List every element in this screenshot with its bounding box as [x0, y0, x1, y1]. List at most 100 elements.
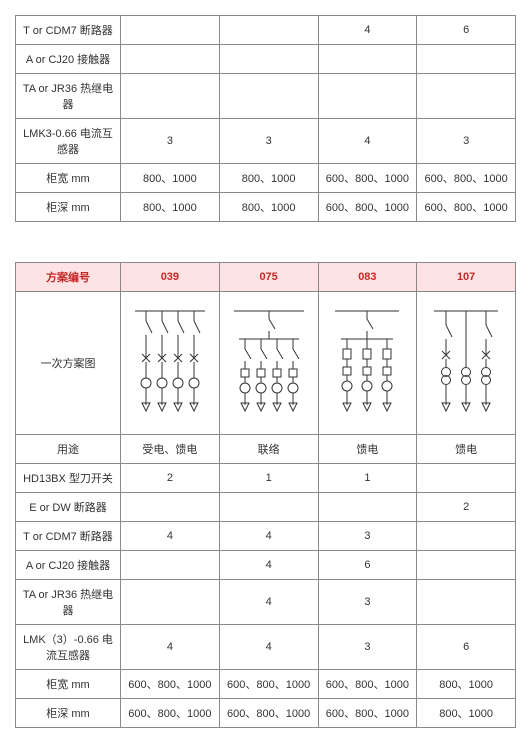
spec-table-1: T or CDM7 断路器46A or CJ20 接触器TA or JR36 热…	[15, 15, 516, 222]
cell: 800、1000	[219, 164, 318, 193]
cell	[121, 493, 220, 522]
cell	[219, 493, 318, 522]
scheme-num: 039	[121, 263, 220, 292]
row-label: T or CDM7 断路器	[16, 16, 121, 45]
row-label: HD13BX 型刀开关	[16, 464, 121, 493]
cell: 1	[318, 464, 417, 493]
cell	[219, 45, 318, 74]
cell: 4	[318, 119, 417, 164]
cell: 600、800、1000	[219, 699, 318, 728]
scheme-header-label: 方案编号	[16, 263, 121, 292]
row-label: TA or JR36 热继电器	[16, 580, 121, 625]
cell	[318, 45, 417, 74]
table-row: TA or JR36 热继电器43	[16, 580, 516, 625]
table-row: A or CJ20 接触器46	[16, 551, 516, 580]
diagram-075	[219, 292, 318, 435]
table-row: LMK3-0.66 电流互感器3343	[16, 119, 516, 164]
diagram-083	[318, 292, 417, 435]
cell: 6	[417, 16, 516, 45]
table-row: A or CJ20 接触器	[16, 45, 516, 74]
cell: 馈电	[417, 435, 516, 464]
cell	[219, 16, 318, 45]
scheme-num: 083	[318, 263, 417, 292]
cell: 受电、馈电	[121, 435, 220, 464]
cell: 馈电	[318, 435, 417, 464]
table-row: LMK（3）-0.66 电流互感器4436	[16, 625, 516, 670]
row-label: 柜深 mm	[16, 699, 121, 728]
cell: 4	[219, 522, 318, 551]
row-label: E or DW 断路器	[16, 493, 121, 522]
cell	[121, 580, 220, 625]
table-row: T or CDM7 断路器 46	[16, 16, 516, 45]
cell: 800、1000	[417, 699, 516, 728]
cell	[121, 45, 220, 74]
circuit-diagram-icon	[229, 303, 309, 423]
circuit-diagram-icon	[130, 303, 210, 423]
cell	[417, 522, 516, 551]
diagram-107	[417, 292, 516, 435]
circuit-diagram-icon	[327, 303, 407, 423]
cell: 600、800、1000	[121, 699, 220, 728]
row-label: 用途	[16, 435, 121, 464]
cell	[417, 551, 516, 580]
scheme-num: 107	[417, 263, 516, 292]
cell: 800、1000	[417, 670, 516, 699]
cell: 600、800、1000	[318, 699, 417, 728]
cell	[121, 16, 220, 45]
cell: 800、1000	[121, 193, 220, 222]
cell: 4	[219, 625, 318, 670]
cell: 4	[121, 625, 220, 670]
table-row: 用途受电、馈电联络馈电馈电	[16, 435, 516, 464]
cell: 联络	[219, 435, 318, 464]
scheme-num: 075	[219, 263, 318, 292]
cell: 4	[318, 16, 417, 45]
cell: 3	[318, 522, 417, 551]
cell	[318, 493, 417, 522]
table-row: 柜宽 mm800、1000800、1000600、800、1000600、800…	[16, 164, 516, 193]
cell	[219, 74, 318, 119]
cell: 6	[318, 551, 417, 580]
table-row: TA or JR36 热继电器	[16, 74, 516, 119]
cell: 600、800、1000	[318, 670, 417, 699]
cell	[121, 74, 220, 119]
row-label: A or CJ20 接触器	[16, 551, 121, 580]
cell: 800、1000	[121, 164, 220, 193]
row-label: LMK（3）-0.66 电流互感器	[16, 625, 121, 670]
row-label: A or CJ20 接触器	[16, 45, 121, 74]
diagram-039	[121, 292, 220, 435]
table-row: 柜深 mm600、800、1000600、800、1000600、800、100…	[16, 699, 516, 728]
row-label: 柜宽 mm	[16, 164, 121, 193]
cell: 600、800、1000	[121, 670, 220, 699]
diagram-row-label: 一次方案图	[16, 292, 121, 435]
spec-table-2: 方案编号 039 075 083 107 一次方案图	[15, 262, 516, 728]
cell	[417, 580, 516, 625]
cell: 3	[318, 580, 417, 625]
cell: 1	[219, 464, 318, 493]
cell: 600、800、1000	[318, 193, 417, 222]
cell: 800、1000	[219, 193, 318, 222]
cell	[417, 74, 516, 119]
cell	[121, 551, 220, 580]
circuit-diagram-icon	[426, 303, 506, 423]
scheme-header-row: 方案编号 039 075 083 107	[16, 263, 516, 292]
table-row: 柜宽 mm600、800、1000600、800、1000600、800、100…	[16, 670, 516, 699]
cell: 600、800、1000	[219, 670, 318, 699]
cell: 2	[121, 464, 220, 493]
cell: 600、800、1000	[417, 193, 516, 222]
table-row: E or DW 断路器2	[16, 493, 516, 522]
cell: 6	[417, 625, 516, 670]
cell	[417, 464, 516, 493]
row-label: LMK3-0.66 电流互感器	[16, 119, 121, 164]
cell	[318, 74, 417, 119]
row-label: 柜深 mm	[16, 193, 121, 222]
cell: 4	[121, 522, 220, 551]
table-row: HD13BX 型刀开关211	[16, 464, 516, 493]
row-label: TA or JR36 热继电器	[16, 74, 121, 119]
cell	[417, 45, 516, 74]
table-row: 柜深 mm800、1000800、1000600、800、1000600、800…	[16, 193, 516, 222]
cell: 3	[219, 119, 318, 164]
cell: 3	[417, 119, 516, 164]
row-label: T or CDM7 断路器	[16, 522, 121, 551]
cell: 600、800、1000	[417, 164, 516, 193]
cell: 3	[318, 625, 417, 670]
